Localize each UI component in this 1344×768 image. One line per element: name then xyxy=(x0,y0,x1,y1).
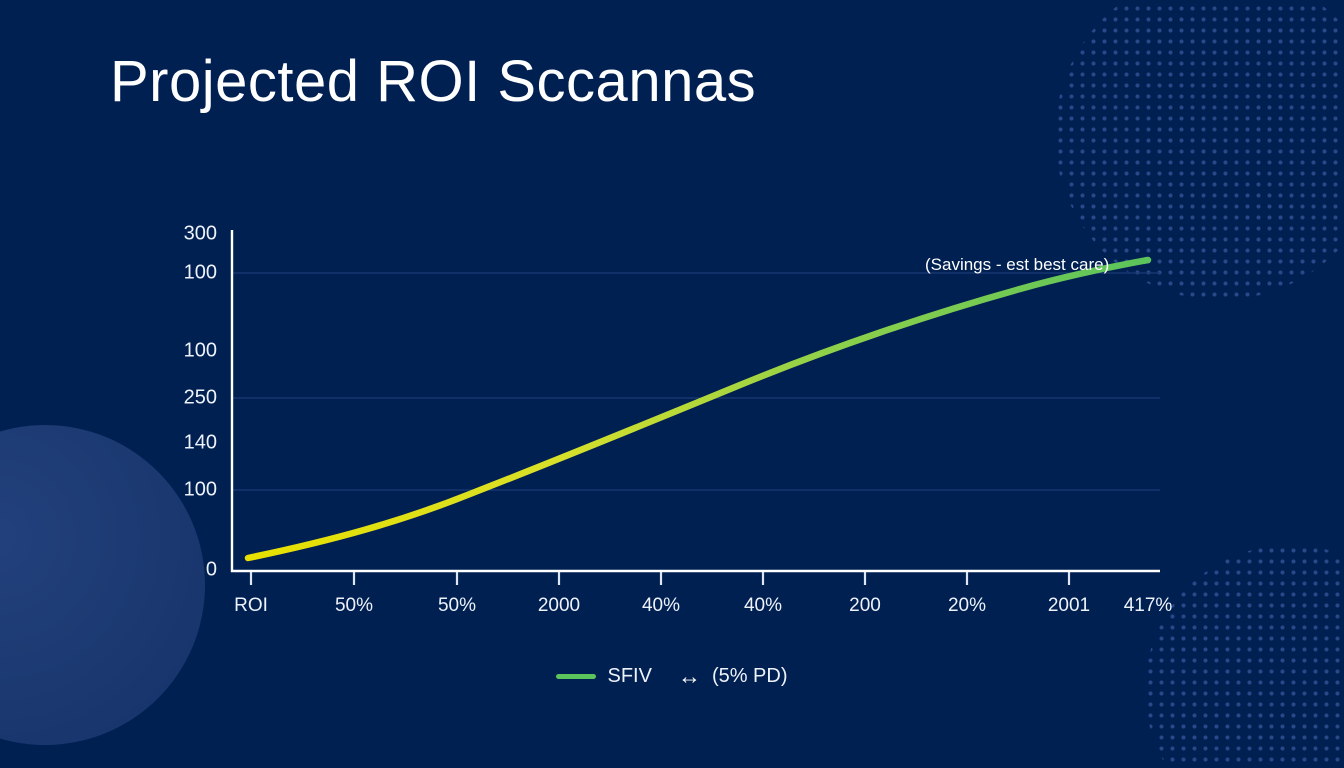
y-tick-label: 100 xyxy=(183,339,217,362)
legend-line-swatch-icon xyxy=(556,674,597,679)
x-axis-ticks xyxy=(249,572,1071,585)
legend-item-series[interactable]: SFIV xyxy=(556,665,652,688)
x-tick-label: ROI xyxy=(234,595,268,616)
x-tick-label: 2001 xyxy=(1047,595,1091,616)
y-tick-label: 250 xyxy=(183,386,217,409)
x-tick-label: 2000 xyxy=(537,595,581,616)
x-tick-label: 40% xyxy=(641,595,681,616)
gridlines xyxy=(232,272,1160,491)
legend-series-label: SFIV xyxy=(607,665,652,687)
chart-axes xyxy=(230,230,1160,573)
legend-range-label: (5% PD) xyxy=(711,665,788,687)
x-tick-label: 20% xyxy=(947,595,987,616)
y-axis-labels: 300 100 100 250 140 100 0 xyxy=(155,0,217,768)
y-tick-label: 100 xyxy=(183,478,217,501)
double-arrow-icon: ↔ xyxy=(677,663,701,689)
y-tick-label: 100 xyxy=(183,261,217,284)
x-tick-label: 50% xyxy=(334,595,374,616)
series-annotation: (Savings - est best care) xyxy=(925,255,1110,274)
y-tick-label: 300 xyxy=(183,222,217,245)
y-tick-label: 0 xyxy=(205,558,217,581)
x-tick-label: 200 xyxy=(849,595,881,616)
chart-legend: SFIV ↔ (5% PD) xyxy=(0,665,1344,688)
x-tick-label: 417% xyxy=(1123,595,1173,616)
x-tick-label: 40% xyxy=(743,595,783,616)
x-tick-label: 50% xyxy=(437,595,477,616)
page-title: Projected ROI Sccannas xyxy=(110,49,757,114)
y-tick-label: 140 xyxy=(183,431,217,454)
series-line-sfiv xyxy=(244,256,1152,562)
legend-item-range[interactable]: ↔ (5% PD) xyxy=(678,665,788,688)
